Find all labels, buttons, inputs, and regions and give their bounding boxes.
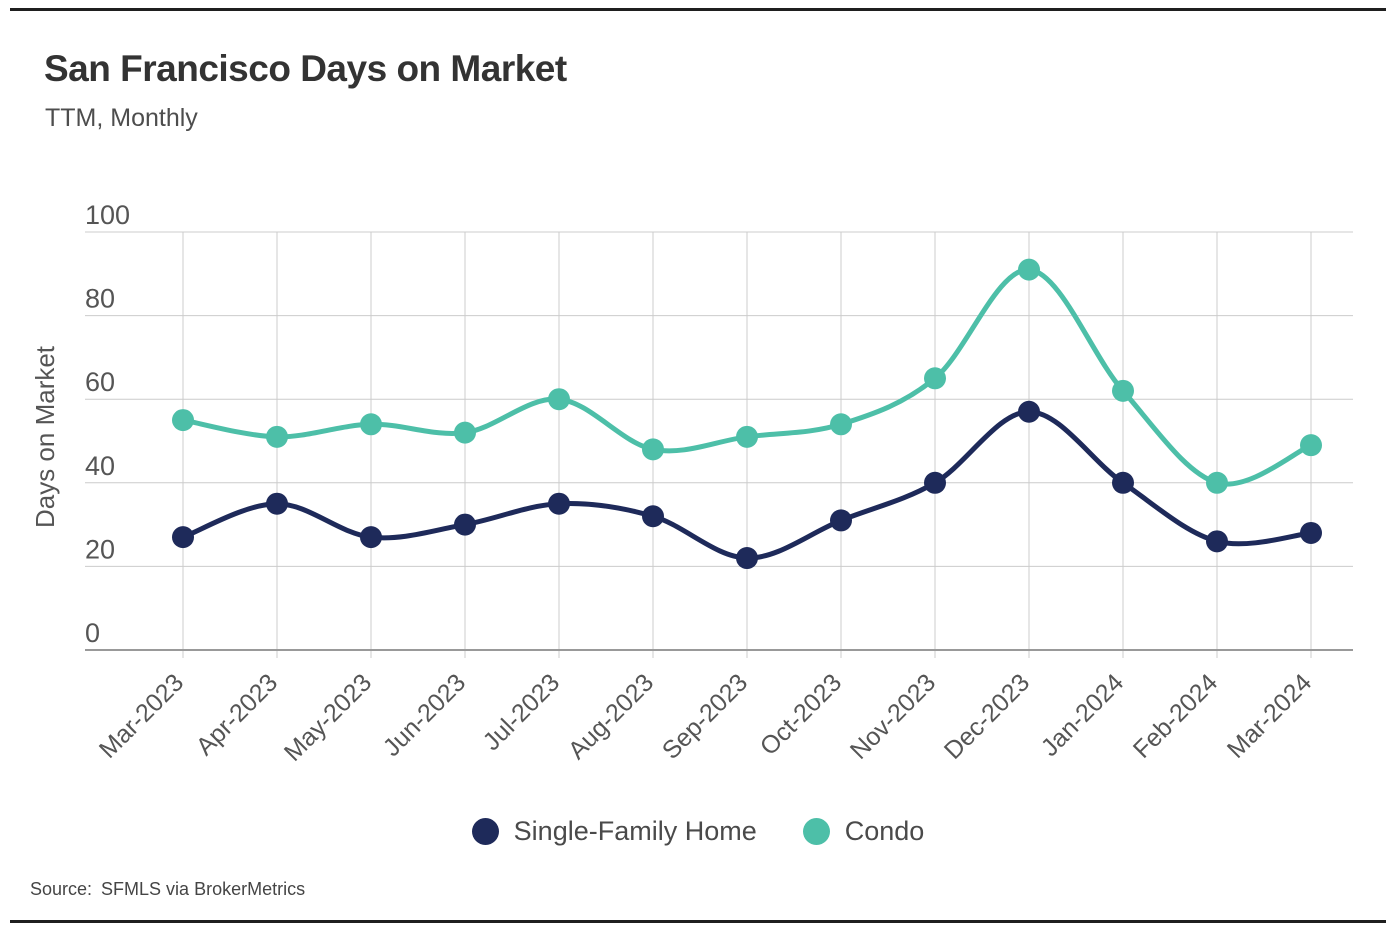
single-family-home-point xyxy=(830,509,852,532)
condo-point xyxy=(830,413,852,436)
single-family-home-point xyxy=(1206,530,1228,553)
bottom-rule xyxy=(10,920,1386,923)
x-tick-label: Mar-2024 xyxy=(1222,668,1318,764)
x-tick-label: Sep-2023 xyxy=(657,668,753,764)
source-label: Source: xyxy=(30,879,93,899)
top-rule xyxy=(10,8,1386,11)
y-tick-label: 40 xyxy=(85,451,115,481)
legend-label-condo: Condo xyxy=(844,816,925,846)
y-tick-label: 60 xyxy=(85,367,115,397)
condo-point xyxy=(266,425,288,448)
single-family-home-point xyxy=(266,492,288,515)
x-tick-label: Jul-2023 xyxy=(478,668,566,756)
y-tick-label: 80 xyxy=(85,284,115,314)
chart-title: San Francisco Days on Market xyxy=(44,48,567,89)
condo-point xyxy=(736,425,758,448)
single-family-home-point xyxy=(1018,400,1040,423)
x-tick-label: May-2023 xyxy=(279,668,377,766)
single-family-home-swatch xyxy=(471,818,499,845)
x-tick-label: Feb-2024 xyxy=(1128,668,1224,764)
x-tick-label: Oct-2023 xyxy=(755,668,848,761)
condo-point xyxy=(1206,471,1228,494)
x-tick-label: Aug-2023 xyxy=(563,668,659,764)
condo-point xyxy=(172,409,194,432)
condo-point xyxy=(1112,379,1134,402)
single-family-home-point xyxy=(172,526,194,549)
condo-point xyxy=(548,388,570,411)
y-tick-label: 100 xyxy=(85,200,130,230)
single-family-home-point xyxy=(736,547,758,570)
legend-label-single-family-home: Single-Family Home xyxy=(513,816,757,846)
y-tick-label: 20 xyxy=(85,534,115,564)
condo-point xyxy=(642,438,664,461)
legend-item-single-family-home: Single-Family Home xyxy=(471,816,757,847)
single-family-home-point xyxy=(360,526,382,549)
x-tick-label: Dec-2023 xyxy=(939,668,1035,764)
y-tick-label: 0 xyxy=(85,618,100,648)
condo-point xyxy=(1018,258,1040,281)
condo-point xyxy=(454,421,476,444)
condo-point xyxy=(924,367,946,390)
legend-item-condo: Condo xyxy=(802,816,925,847)
source-line: Source: SFMLS via BrokerMetrics xyxy=(30,879,305,900)
condo-point xyxy=(1300,434,1322,457)
single-family-home-point xyxy=(454,513,476,536)
y-axis-title: Days on Market xyxy=(30,345,60,528)
x-tick-label: Jan-2024 xyxy=(1036,668,1130,762)
x-tick-label: Mar-2023 xyxy=(94,668,189,763)
x-tick-label: Nov-2023 xyxy=(845,668,941,764)
chart-subtitle: TTM, Monthly xyxy=(45,104,198,132)
single-family-home-point xyxy=(548,492,570,515)
legend: Single-Family Home Condo xyxy=(0,816,1396,847)
single-family-home-point xyxy=(1112,471,1134,494)
x-tick-label: Apr-2023 xyxy=(191,668,284,761)
x-tick-label: Jun-2023 xyxy=(378,668,472,762)
single-family-home-point xyxy=(1300,521,1322,544)
days-on-market-line-chart: 0 20 40 60 80 100 Days on Market Mar-2023 Apr-20… xyxy=(30,200,1353,767)
single-family-home-point xyxy=(924,471,946,494)
condo-point xyxy=(360,413,382,436)
condo-swatch xyxy=(802,818,830,845)
single-family-home-point xyxy=(642,505,664,528)
source-value: SFMLS via BrokerMetrics xyxy=(101,879,306,899)
